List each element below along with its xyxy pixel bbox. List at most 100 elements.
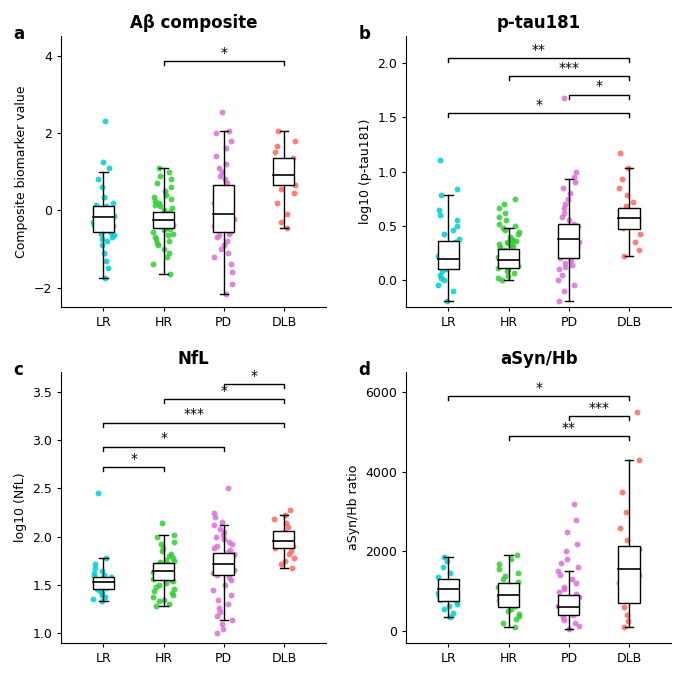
- Point: [270, 535, 281, 546]
- Point: [567, 259, 578, 270]
- Point: [148, 259, 159, 270]
- Point: [494, 239, 505, 250]
- Point: [214, 560, 225, 571]
- Point: [433, 572, 444, 583]
- Point: [224, 196, 235, 206]
- Point: [270, 147, 281, 158]
- Point: [227, 539, 238, 550]
- Point: [220, 213, 231, 223]
- Point: [167, 587, 178, 598]
- Point: [614, 204, 625, 215]
- Point: [160, 208, 171, 219]
- Point: [438, 552, 449, 563]
- Point: [282, 531, 293, 542]
- Y-axis label: log10 (p-tau181): log10 (p-tau181): [359, 119, 372, 224]
- Point: [164, 247, 175, 258]
- Point: [169, 536, 180, 547]
- Point: [453, 234, 464, 244]
- Point: [499, 250, 510, 261]
- Point: [105, 572, 116, 583]
- Point: [495, 251, 506, 261]
- Point: [571, 578, 582, 589]
- Point: [225, 208, 236, 219]
- Point: [621, 610, 632, 621]
- Point: [225, 545, 236, 555]
- Point: [571, 251, 582, 261]
- Point: [451, 215, 462, 226]
- Point: [149, 191, 160, 202]
- Point: [223, 599, 234, 610]
- Point: [573, 621, 584, 631]
- Point: [162, 558, 173, 569]
- Point: [148, 591, 159, 602]
- Point: [226, 614, 237, 625]
- Point: [93, 581, 104, 591]
- Point: [504, 232, 515, 242]
- Point: [208, 251, 219, 262]
- Point: [286, 546, 297, 557]
- Point: [559, 257, 570, 268]
- Point: [571, 242, 582, 253]
- Text: *: *: [130, 452, 137, 466]
- Point: [223, 572, 234, 583]
- Point: [164, 236, 175, 246]
- Point: [88, 593, 99, 604]
- Point: [622, 190, 633, 201]
- Point: [271, 166, 282, 177]
- Point: [613, 578, 624, 589]
- Point: [208, 585, 219, 595]
- Point: [272, 141, 283, 152]
- Point: [212, 628, 223, 639]
- Point: [212, 217, 223, 227]
- Point: [98, 576, 109, 587]
- Point: [151, 178, 162, 189]
- Point: [553, 295, 564, 306]
- Point: [438, 604, 449, 614]
- Y-axis label: aSyn/Hb ratio: aSyn/Hb ratio: [347, 465, 360, 551]
- Point: [168, 576, 179, 587]
- Text: ***: ***: [183, 407, 204, 421]
- Point: [149, 199, 160, 210]
- Point: [501, 266, 512, 277]
- Point: [216, 556, 227, 567]
- Point: [221, 288, 232, 299]
- Point: [225, 259, 236, 270]
- Point: [95, 228, 106, 239]
- Point: [559, 207, 570, 218]
- Point: [97, 587, 108, 598]
- Point: [564, 215, 575, 226]
- Point: [213, 162, 224, 173]
- Point: [148, 585, 159, 596]
- Point: [493, 564, 504, 575]
- Point: [218, 530, 229, 540]
- Point: [162, 213, 173, 224]
- Point: [436, 240, 447, 251]
- Point: [154, 197, 165, 208]
- Title: NfL: NfL: [178, 350, 210, 368]
- Point: [89, 219, 100, 230]
- Point: [163, 559, 174, 570]
- Point: [154, 564, 165, 575]
- Point: [210, 219, 221, 230]
- Point: [289, 135, 300, 146]
- Point: [212, 570, 223, 581]
- Point: [493, 252, 503, 263]
- Point: [90, 203, 101, 214]
- Point: [451, 599, 462, 610]
- Text: b: b: [359, 25, 371, 43]
- Point: [571, 514, 582, 525]
- Point: [509, 622, 520, 633]
- Point: [219, 240, 229, 251]
- Point: [617, 174, 628, 185]
- Point: [494, 242, 505, 253]
- Point: [569, 618, 580, 629]
- Point: [223, 126, 234, 136]
- Point: [226, 224, 237, 235]
- Point: [568, 280, 579, 291]
- Point: [276, 558, 287, 569]
- Point: [625, 207, 636, 218]
- Point: [558, 225, 569, 236]
- Point: [436, 266, 447, 277]
- Point: [108, 197, 119, 208]
- Point: [498, 585, 509, 595]
